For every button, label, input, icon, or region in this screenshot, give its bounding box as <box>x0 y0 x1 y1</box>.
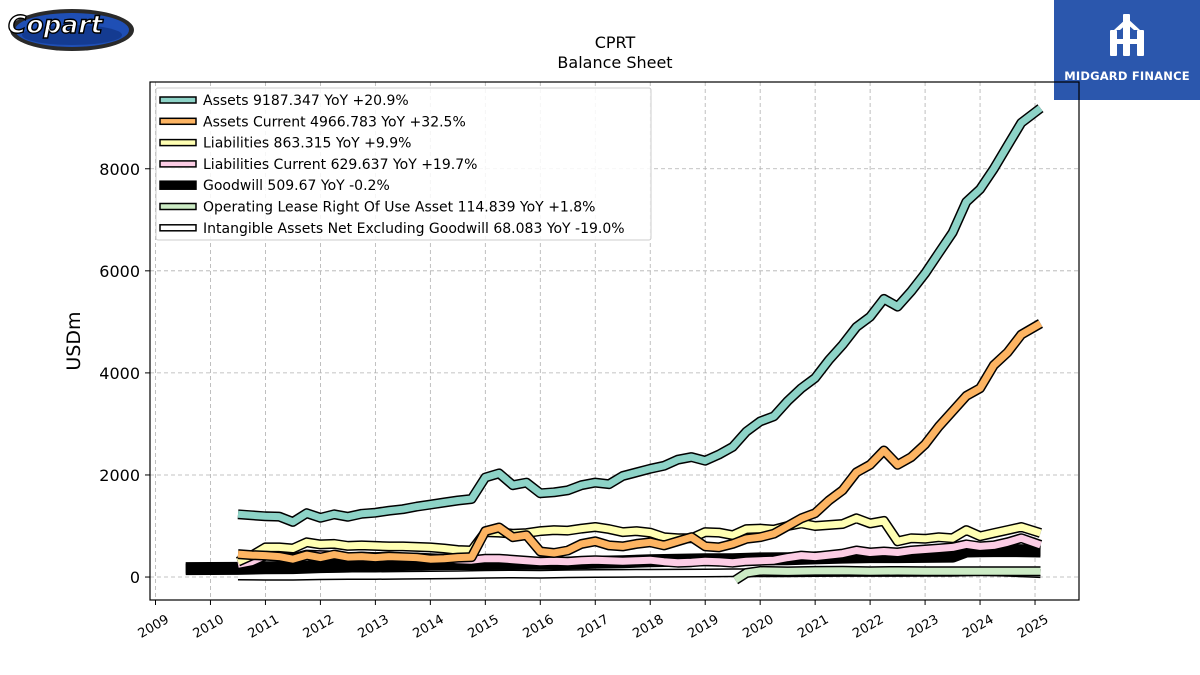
series-outline-assets-current <box>237 319 1044 565</box>
midgard-logo-text: MIDGARD FINANCE <box>1064 69 1190 83</box>
legend-label-assets: Assets 9187.347 YoY +20.9% <box>203 93 409 109</box>
chart-title: CPRT <box>595 33 636 52</box>
series-line-assets <box>237 105 1043 526</box>
legend-label-intangible-assets-net-excluding-goodwill: Intangible Assets Net Excluding Goodwill… <box>203 221 625 237</box>
x-tick-label: 2009 <box>136 612 172 642</box>
legend-label-operating-lease-right-of-use-asset: Operating Lease Right Of Use Asset 114.8… <box>203 200 596 216</box>
x-tick-label: 2020 <box>740 612 776 642</box>
x-tick-label: 2015 <box>465 612 501 642</box>
y-tick-label: 6000 <box>99 262 140 281</box>
legend-swatch-goodwill <box>159 180 197 190</box>
chart-subtitle: Balance Sheet <box>557 53 672 72</box>
x-tick-label: 2011 <box>246 612 282 642</box>
x-tick-label: 2010 <box>191 612 227 642</box>
legend-label-liabilities: Liabilities 863.315 YoY +9.9% <box>203 136 411 152</box>
legend-label-assets-current: Assets Current 4966.783 YoY +32.5% <box>203 114 466 130</box>
y-tick-label: 8000 <box>99 160 140 179</box>
copart-logo: Copart <box>4 4 136 54</box>
series-line-assets-current <box>237 320 1043 563</box>
legend-swatch-intangible-assets-net-excluding-goodwill <box>159 224 197 232</box>
x-tick-label: 2025 <box>1015 612 1051 642</box>
legend-label-liabilities-current: Liabilities Current 629.637 YoY +19.7% <box>203 157 477 173</box>
x-tick-label: 2023 <box>905 612 941 642</box>
x-tick-label: 2014 <box>411 612 447 642</box>
series-lines <box>185 104 1044 585</box>
series-line-liabilities <box>236 514 1042 565</box>
y-axis-label: USDm <box>63 311 85 370</box>
x-tick-label: 2024 <box>960 612 996 642</box>
legend-swatch-assets-current <box>159 117 197 126</box>
y-tick-label: 2000 <box>99 466 140 485</box>
y-tick-label: 4000 <box>99 364 140 383</box>
x-tick-label: 2021 <box>795 612 831 642</box>
legend-swatch-assets <box>159 96 197 104</box>
legend-swatch-liabilities <box>159 138 197 147</box>
legend: Assets 9187.347 YoY +20.9% Assets Current… <box>155 87 652 241</box>
legend-swatch-liabilities-current <box>159 160 197 168</box>
series-line-operating-lease-right-of-use-asset <box>733 567 1041 584</box>
legend-swatch-operating-lease-right-of-use-asset <box>159 202 197 211</box>
x-tick-label: 2022 <box>850 612 886 642</box>
x-tick-label: 2013 <box>356 612 392 642</box>
x-tick-label: 2012 <box>301 612 337 642</box>
x-tick-label: 2019 <box>685 612 721 642</box>
legend-box <box>155 87 652 241</box>
y-tick-label: 0 <box>130 568 140 587</box>
x-axis: 2009 2010 2011 2012 2013 2014 2015 2016 2017 2018… <box>136 600 1051 642</box>
y-axis: 0 2000 4000 6000 8000 <box>99 160 150 587</box>
x-tick-label: 2018 <box>630 612 666 642</box>
plot-frame <box>149 81 1080 601</box>
copart-logo-text: Copart <box>8 10 104 39</box>
midgard-emblem-icon <box>1110 14 1144 56</box>
x-tick-label: 2017 <box>575 612 611 642</box>
midgard-finance-logo: MIDGARD FINANCE <box>1054 0 1200 100</box>
legend-label-goodwill: Goodwill 509.67 YoY -0.2% <box>203 178 390 194</box>
x-tick-label: 2016 <box>520 612 556 642</box>
